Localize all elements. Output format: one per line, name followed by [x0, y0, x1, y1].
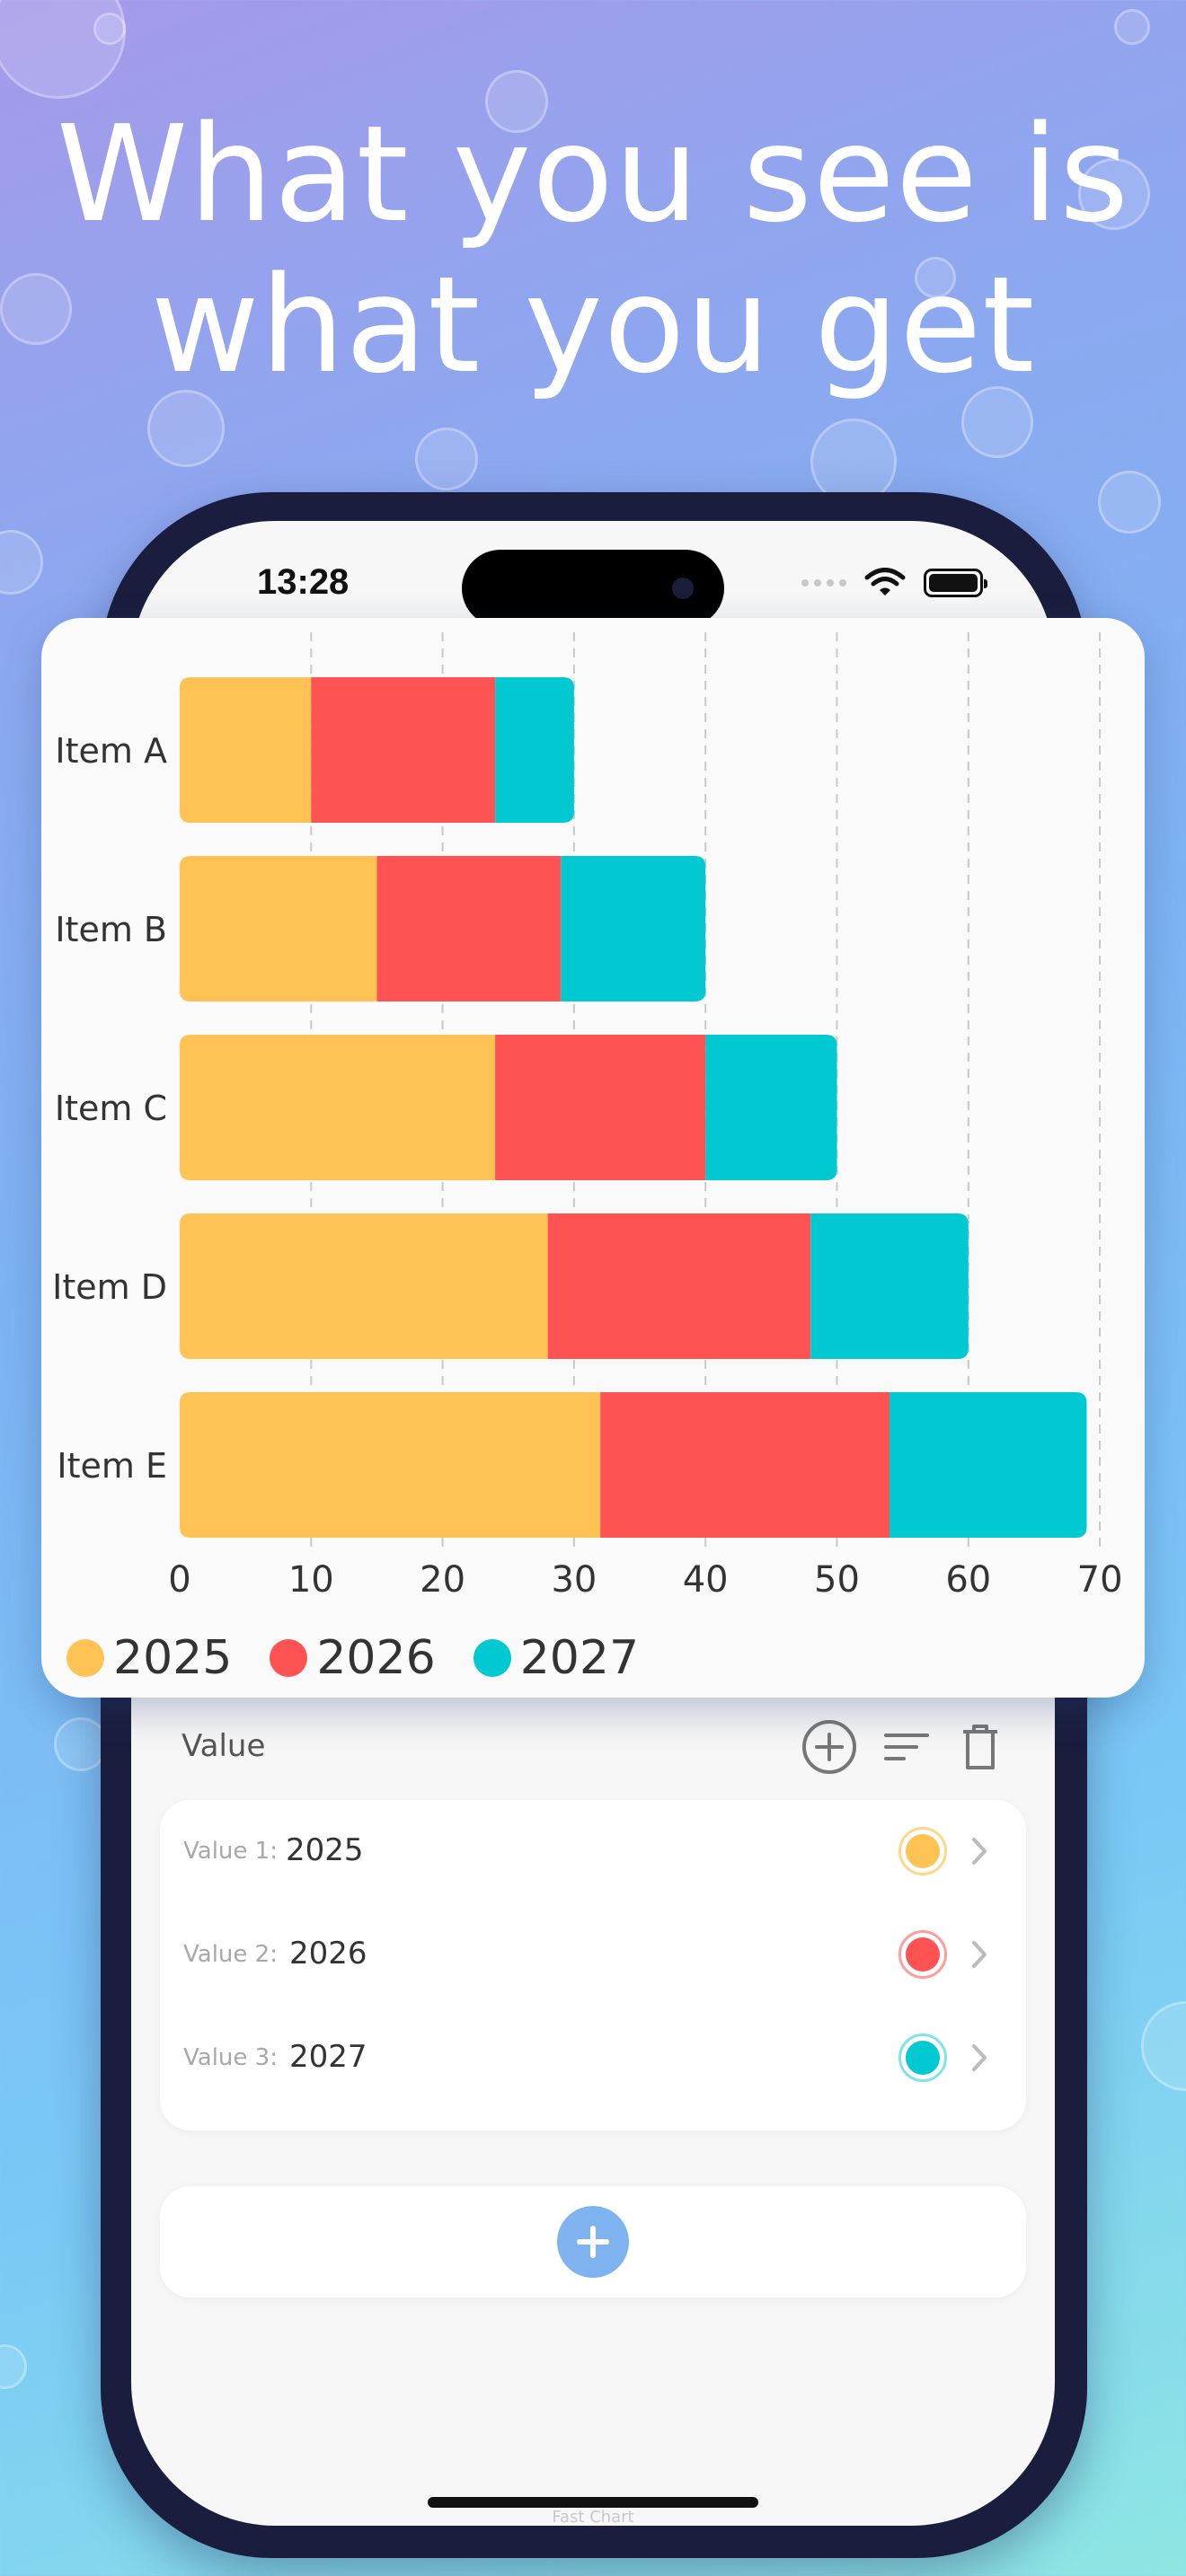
bubble-decoration [1078, 158, 1150, 230]
plus-circle-icon[interactable] [800, 1717, 859, 1777]
bar-segment [180, 1035, 496, 1180]
headline-line-2: what you get [150, 248, 1036, 402]
headline: What you see is what you get [0, 99, 1186, 401]
trash-icon[interactable] [951, 1717, 1010, 1777]
bar-segment [495, 677, 574, 823]
value-header: Value [156, 1708, 1030, 1780]
bubble-decoration [147, 390, 225, 467]
y-category-label: Item E [57, 1446, 167, 1486]
legend-label: 2026 [316, 1631, 436, 1685]
signal-dots-icon [801, 579, 846, 587]
y-category-label: Item C [55, 1089, 167, 1128]
legend-swatch [270, 1639, 308, 1677]
value-row-label: Value 2: [183, 1941, 278, 1968]
bar-segment [600, 1392, 890, 1538]
value-row-value: 2025 [286, 1832, 364, 1868]
headline-line-1: What you see is [56, 97, 1130, 251]
bar-segment [180, 1213, 548, 1359]
y-category-label: Item D [52, 1267, 167, 1307]
bar-segment [376, 856, 562, 1001]
x-tick-label: 60 [945, 1559, 991, 1601]
value-section-title: Value [181, 1728, 266, 1764]
add-value-card [160, 2186, 1026, 2298]
x-tick-label: 0 [168, 1559, 190, 1601]
x-tick-label: 70 [1077, 1559, 1123, 1601]
legend-swatch [66, 1639, 104, 1677]
camera-icon [672, 578, 694, 599]
bar-segment [180, 856, 377, 1001]
bubble-decoration [54, 1717, 108, 1771]
bubble-decoration [93, 13, 126, 45]
value-list: Value 1: 2025 Value 2: 2026 Value 3: 202… [160, 1800, 1026, 2130]
bubble-decoration [485, 70, 548, 133]
battery-icon [924, 569, 987, 597]
status-time: 13:28 [257, 562, 350, 602]
bubble-decoration [961, 386, 1033, 458]
value-row-value: 2027 [289, 2039, 367, 2075]
bubble-decoration [1098, 471, 1161, 534]
bubble-decoration [1141, 2001, 1186, 2091]
legend-swatch [473, 1639, 511, 1677]
bar-segment [311, 677, 496, 823]
status-icons [801, 568, 987, 598]
legend-item: 2027 [473, 1631, 640, 1685]
chevron-right-icon [972, 1941, 987, 1968]
bar-segment [180, 1392, 601, 1538]
bar-segment [180, 677, 312, 823]
bar-segment [705, 1035, 837, 1180]
value-row-2[interactable]: Value 2: 2026 [160, 1903, 1026, 2006]
value-row-3[interactable]: Value 3: 2027 [160, 2007, 1026, 2109]
home-indicator[interactable] [428, 2497, 758, 2508]
bar-segment [495, 1035, 706, 1180]
chart-legend: 2025 2026 2027 [66, 1631, 639, 1685]
wifi-icon [864, 568, 906, 595]
bubble-decoration [0, 2344, 27, 2389]
app-name: Fast Chart [552, 2508, 634, 2526]
chevron-right-icon [972, 1838, 987, 1865]
x-tick-label: 10 [288, 1559, 334, 1601]
legend-item: 2025 [66, 1631, 232, 1685]
bubble-decoration [415, 428, 478, 490]
color-swatch[interactable] [898, 1827, 947, 1875]
x-tick-label: 30 [551, 1559, 597, 1601]
value-row-label: Value 1: [183, 1838, 278, 1865]
chart-card: 0 10 20 30 40 50 60 70 Item A Item B Item C Item D I… [41, 618, 1145, 1698]
bubble-decoration [0, 273, 72, 345]
legend-item: 2026 [270, 1631, 436, 1685]
y-category-label: Item A [55, 731, 167, 771]
bar-segment [547, 1213, 811, 1359]
x-tick-label: 40 [683, 1559, 729, 1601]
add-value-button[interactable] [557, 2206, 629, 2278]
x-tick-label: 20 [420, 1559, 465, 1601]
bubble-decoration [0, 530, 43, 595]
bar-segment [810, 1213, 969, 1359]
color-swatch[interactable] [898, 2033, 947, 2082]
value-row-label: Value 3: [183, 2044, 278, 2071]
value-row-value: 2026 [289, 1936, 367, 1972]
stacked-bar-chart: 0 10 20 30 40 50 60 70 Item A Item B Item C Item D I… [52, 632, 1123, 1601]
bubble-decoration [915, 257, 956, 298]
legend-label: 2025 [113, 1631, 233, 1685]
x-tick-label: 50 [814, 1559, 860, 1601]
chevron-right-icon [972, 2044, 987, 2071]
dynamic-island [462, 550, 724, 627]
legend-label: 2027 [519, 1631, 640, 1685]
value-row-1[interactable]: Value 1: 2025 [160, 1800, 1026, 1902]
y-category-label: Item B [55, 910, 167, 949]
color-swatch[interactable] [898, 1930, 947, 1979]
bubble-decoration [1114, 9, 1150, 45]
bar-segment [561, 856, 706, 1001]
sort-lines-icon[interactable] [877, 1717, 936, 1777]
bar-segment [890, 1392, 1087, 1538]
